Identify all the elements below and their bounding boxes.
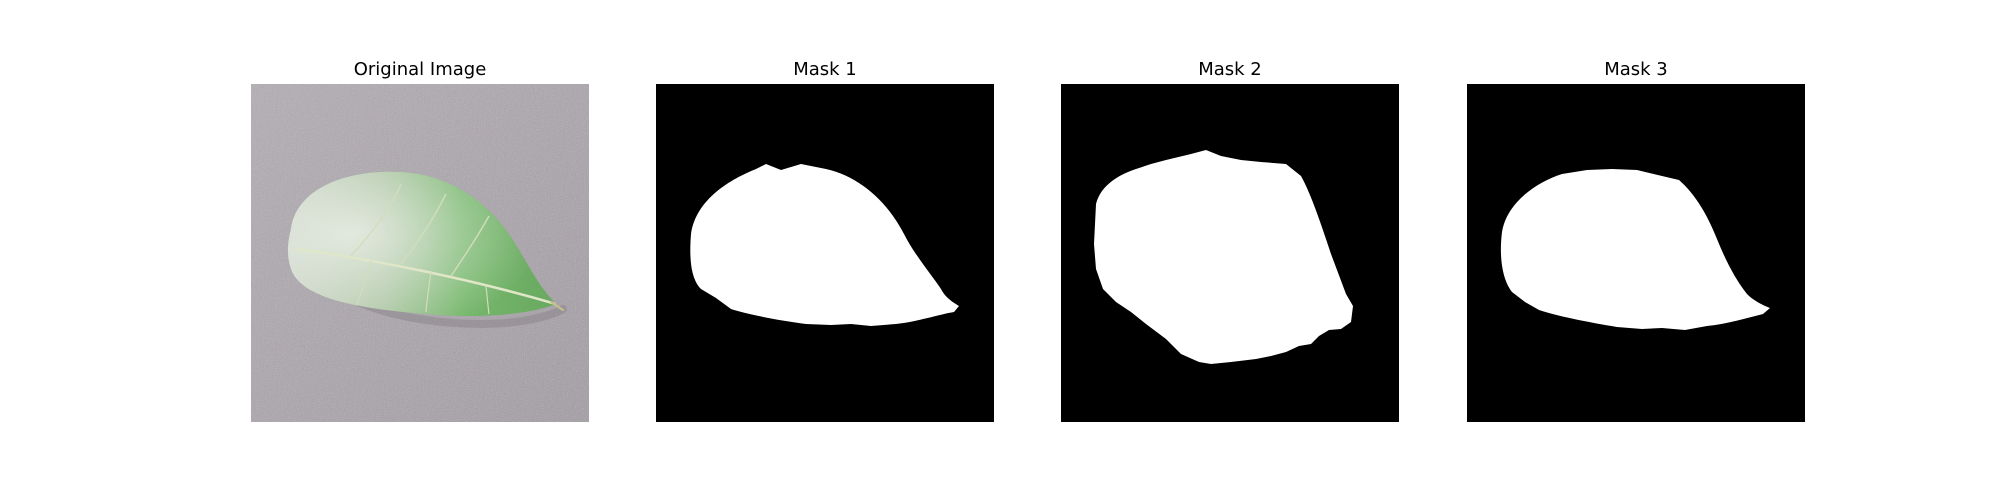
mask-1-region (690, 164, 959, 326)
mask-1-title: Mask 1 (793, 59, 857, 80)
original-image (251, 84, 589, 422)
original-image-panel: Original Image (251, 58, 589, 422)
original-image-title: Original Image (353, 59, 487, 80)
mask-3-image (1467, 84, 1805, 422)
leaf (287, 171, 564, 316)
mask-2-panel: Mask 2 (1061, 58, 1399, 422)
mask-1-panel: Mask 1 (656, 58, 994, 422)
mask-1-image (656, 84, 994, 422)
mask-3-region (1500, 169, 1770, 330)
mask-2-title: Mask 2 (1198, 59, 1262, 80)
mask-2-region (1094, 150, 1353, 364)
mask-2-image (1061, 84, 1399, 422)
mask-3-title: Mask 3 (1604, 59, 1668, 80)
mask-3-panel: Mask 3 (1467, 58, 1805, 422)
